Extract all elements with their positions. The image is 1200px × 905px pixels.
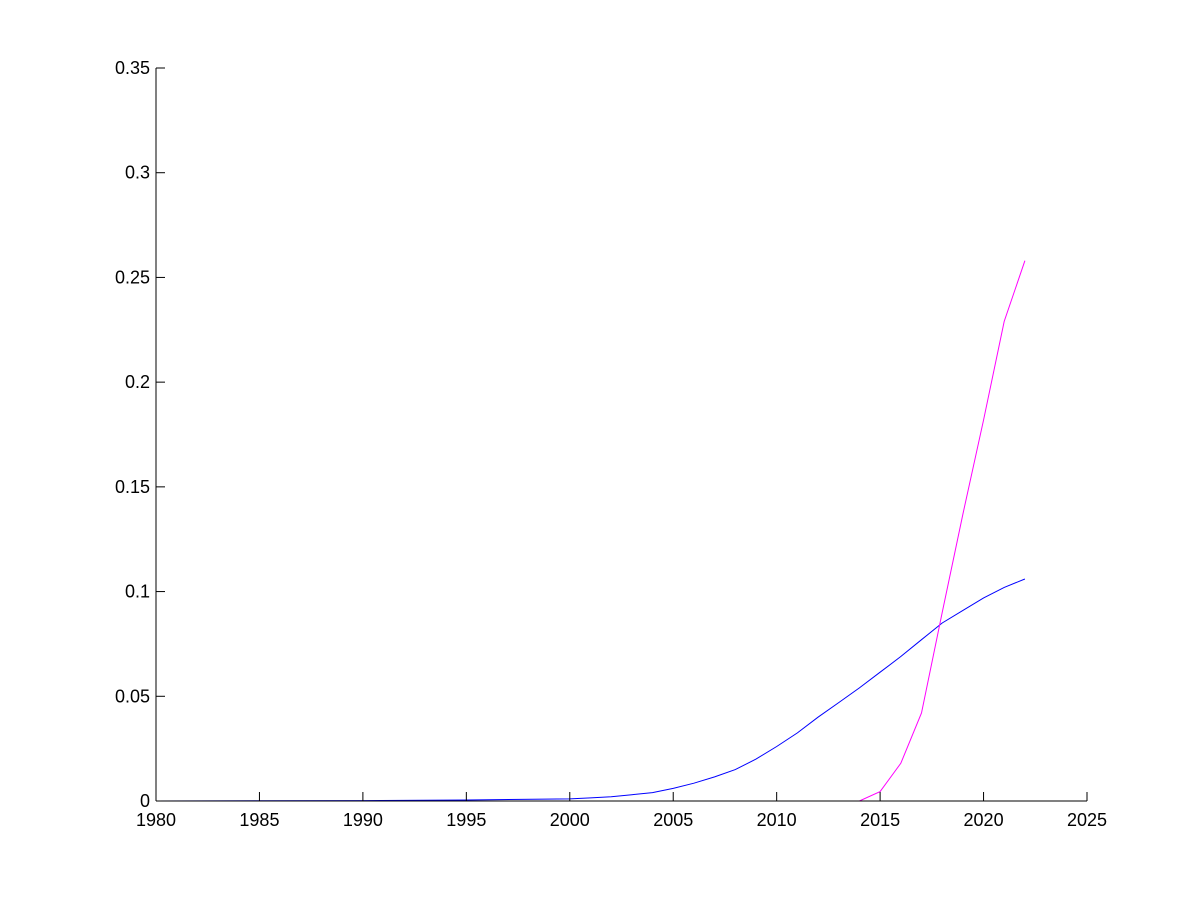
y-tick-label: 0 [140,791,150,811]
y-tick-label: 0.1 [125,582,150,602]
series-line-0 [155,578,1026,802]
x-tick-label: 2015 [860,810,900,830]
x-tick-label: 2010 [757,810,797,830]
y-tick-label: 0.3 [125,163,150,183]
x-tick-label: 2000 [550,810,590,830]
x-tick-label: 1980 [136,810,176,830]
x-tick-label: 2020 [964,810,1004,830]
axes-layer: 1980 1985 1990 1995 2000 2005 2010 2015 2020 2025… [115,58,1107,830]
y-tick-label: 0.05 [115,686,150,706]
y-tick-label: 0.15 [115,477,150,497]
x-tick-label: 2025 [1067,810,1107,830]
x-tick-label: 2005 [653,810,693,830]
x-tick-label: 1990 [343,810,383,830]
y-tick-label: 0.25 [115,267,150,287]
x-tick-label: 1995 [446,810,486,830]
y-tick-label: 0.2 [125,372,150,392]
x-tick-label: 1985 [239,810,279,830]
y-tick-label: 0.35 [115,58,150,78]
